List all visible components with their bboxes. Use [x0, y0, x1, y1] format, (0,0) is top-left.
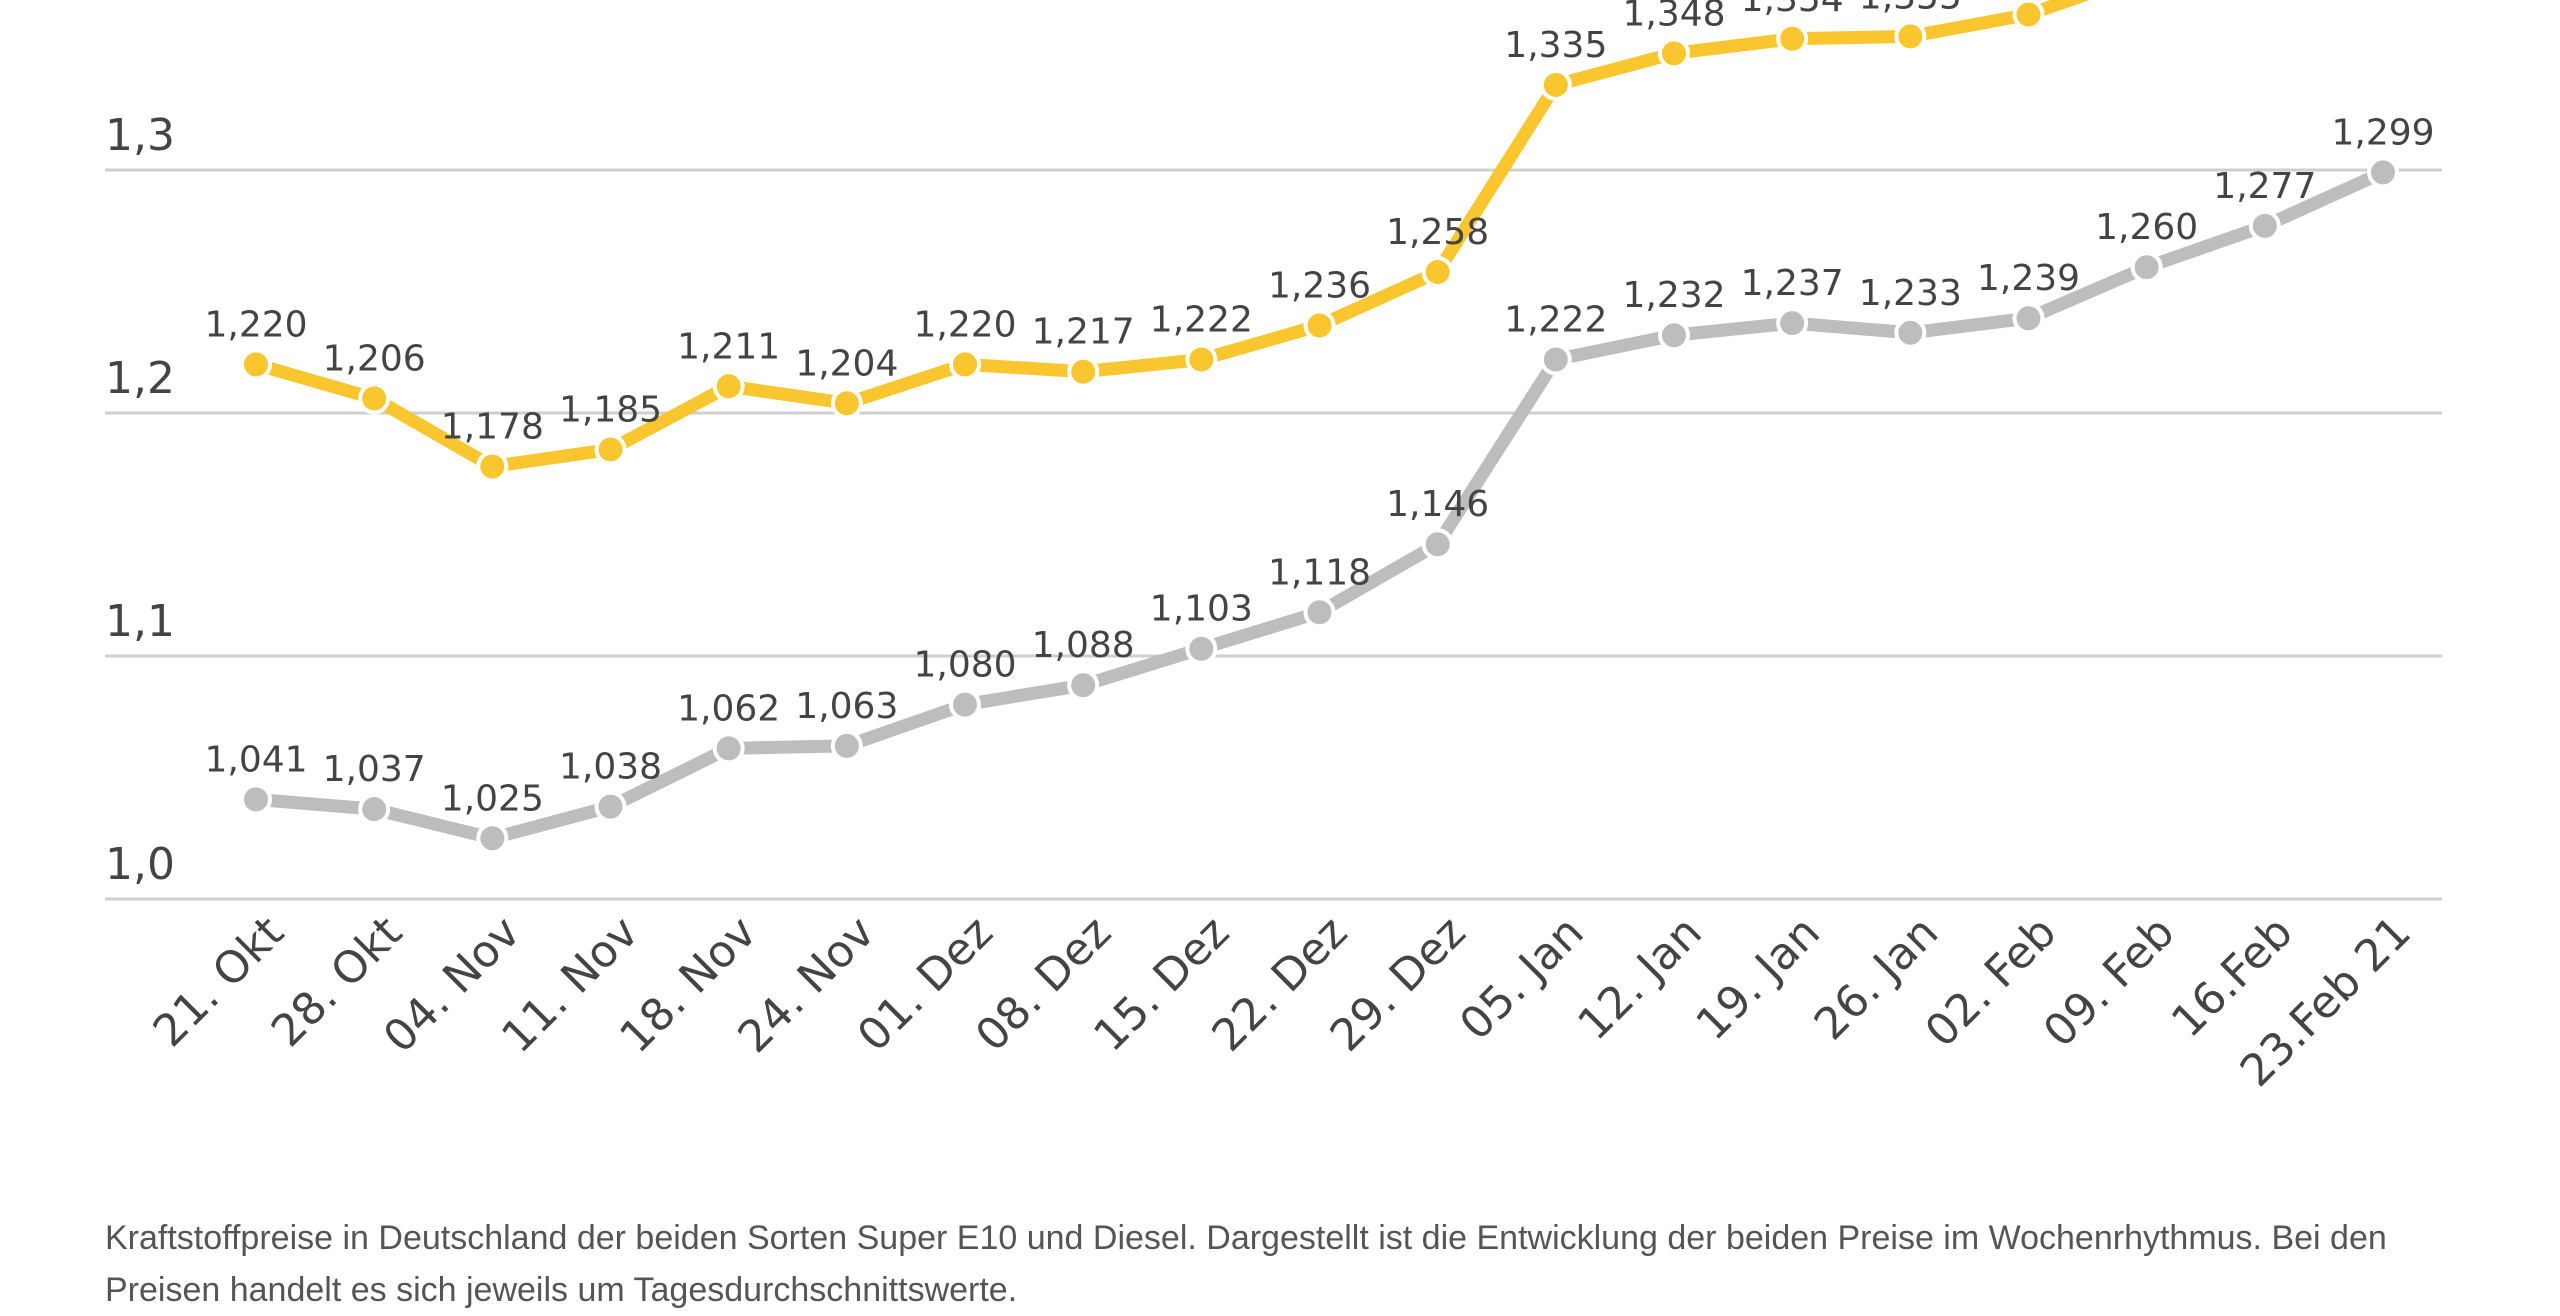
data-label: 1,354	[1741, 0, 1844, 20]
data-point	[830, 387, 863, 420]
data-point	[476, 822, 509, 855]
data-label: 1,037	[323, 749, 426, 790]
data-label: 1,211	[677, 326, 780, 367]
x-tick-label: 12. Jan	[1568, 907, 1711, 1050]
data-point	[2367, 156, 2399, 189]
data-label: 1,204	[795, 343, 898, 384]
data-label: 1,220	[204, 304, 307, 345]
data-label: 1,258	[1386, 212, 1489, 253]
data-point	[1185, 343, 1218, 376]
data-label: 1,277	[2213, 166, 2316, 207]
data-label: 1,088	[1032, 625, 1135, 666]
data-point	[594, 433, 627, 466]
data-point	[240, 783, 272, 816]
data-point	[1658, 319, 1690, 352]
x-tick-label: 09. Feb	[2034, 907, 2185, 1058]
data-label: 1,146	[1386, 484, 1489, 525]
data-point	[949, 688, 981, 721]
data-point	[1067, 669, 1100, 702]
x-tick-label: 21. Okt	[144, 907, 294, 1057]
data-label: 1,025	[441, 778, 544, 819]
data-label: 1,232	[1622, 275, 1725, 316]
data-point	[1185, 632, 1218, 665]
data-point	[1303, 309, 1336, 342]
data-label: 1,237	[1741, 263, 1844, 304]
y-tick-label: 1,0	[105, 839, 175, 890]
data-point	[1421, 528, 1454, 561]
data-label: 1,080	[913, 645, 1016, 686]
data-label: 1,239	[1977, 258, 2080, 299]
data-label: 1,118	[1268, 552, 1371, 593]
data-point	[830, 729, 863, 762]
x-tick-label: 02. Feb	[1916, 907, 2067, 1058]
y-tick-label: 1,3	[105, 110, 175, 161]
data-point	[712, 370, 745, 403]
data-point	[2012, 302, 2045, 335]
data-label: 1,222	[1150, 300, 1253, 341]
data-label: 1,222	[1504, 300, 1607, 341]
data-point	[1658, 37, 1690, 70]
data-point	[240, 348, 272, 381]
data-label: 1,335	[1504, 25, 1607, 66]
chart-caption: Kraftstoffpreise in Deutschland der beid…	[105, 1219, 2387, 1309]
data-point	[1303, 596, 1336, 629]
data-point	[1776, 307, 1809, 340]
data-label: 1,062	[677, 688, 780, 729]
data-label: 1,236	[1268, 266, 1371, 307]
data-label: 1,185	[559, 389, 662, 430]
data-point	[2248, 209, 2281, 242]
data-point	[594, 790, 627, 823]
data-point	[1776, 22, 1809, 55]
data-label: 1,063	[795, 686, 898, 727]
data-label: 1,220	[913, 304, 1016, 345]
y-tick-label: 1,2	[105, 353, 175, 404]
data-label: 1,260	[2095, 207, 2198, 248]
data-label: 1,103	[1150, 589, 1253, 630]
data-label: 1,355	[1859, 0, 1962, 17]
data-point	[1539, 343, 1572, 376]
data-label: 1,299	[2331, 112, 2434, 153]
data-point	[1894, 20, 1927, 53]
data-point	[1421, 256, 1454, 289]
x-tick-label: 19. Jan	[1687, 907, 1830, 1050]
x-tick-label: 05. Jan	[1450, 907, 1593, 1050]
y-tick-label: 1,1	[105, 596, 175, 647]
data-point	[2130, 251, 2163, 284]
data-label: 1,038	[559, 747, 662, 788]
data-point	[358, 793, 391, 826]
data-point	[1894, 316, 1927, 349]
data-point	[1539, 68, 1572, 101]
data-point	[1067, 355, 1100, 388]
data-point	[358, 382, 391, 415]
data-label: 1,233	[1859, 273, 1962, 314]
data-point	[712, 732, 745, 765]
data-label: 1,041	[204, 739, 307, 780]
data-point	[949, 348, 981, 381]
data-label: 1,348	[1622, 0, 1725, 34]
data-label: 1,217	[1032, 312, 1135, 353]
data-point	[2012, 0, 2045, 31]
data-point	[476, 450, 509, 483]
data-label: 1,206	[323, 338, 426, 379]
data-label: 1,178	[441, 406, 544, 447]
